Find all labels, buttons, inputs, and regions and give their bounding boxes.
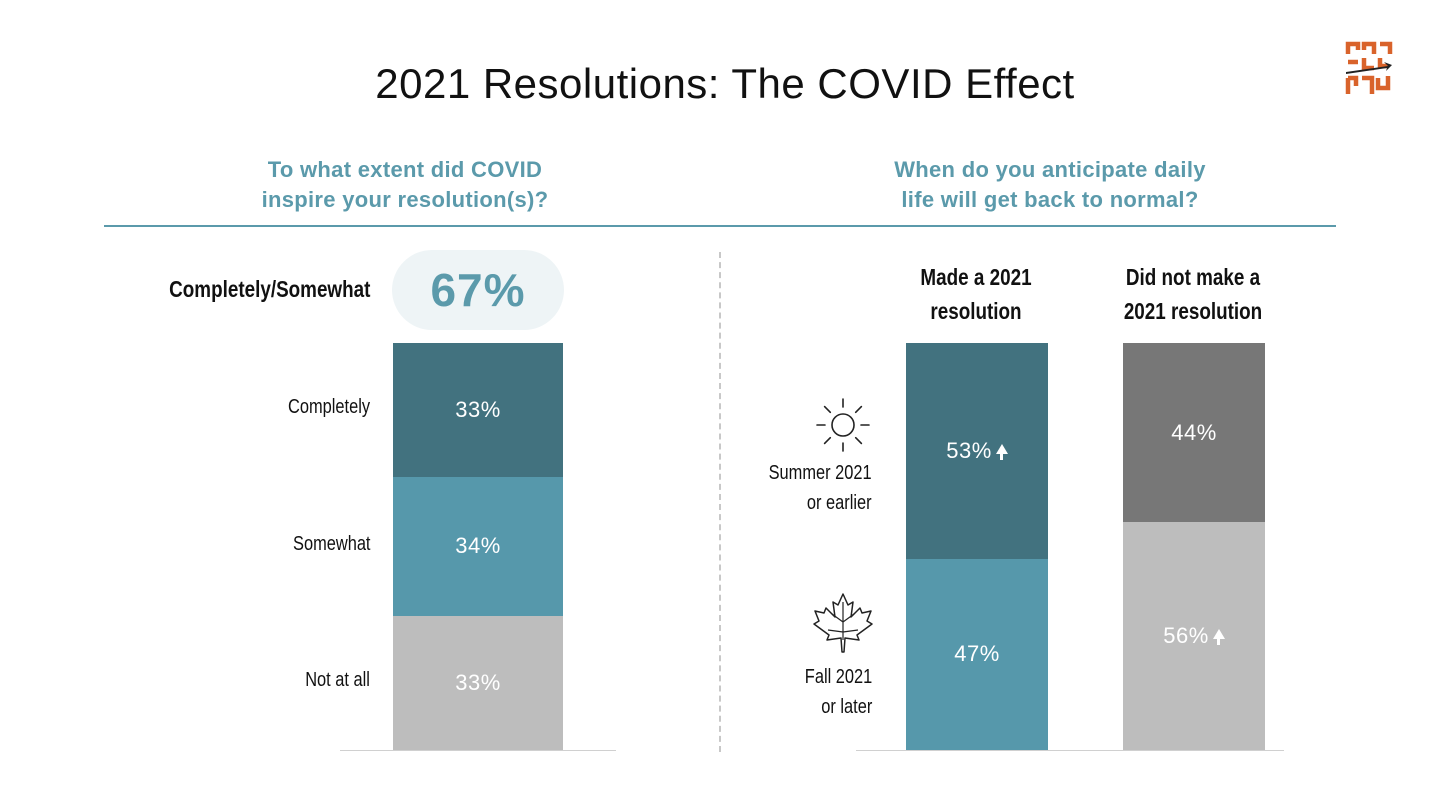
right-column-header: Made a 2021 resolution — [886, 260, 1066, 328]
page-title: 2021 Resolutions: The COVID Effect — [375, 60, 1075, 107]
right-column-header-line: resolution — [930, 298, 1022, 324]
series-label: Fall 2021 or later — [805, 662, 872, 722]
series-label: Summer 2021 or earlier — [769, 458, 872, 518]
summary-label: Completely/Somewhat — [168, 276, 370, 302]
right-question-line-1: When do you anticipate daily — [894, 157, 1206, 182]
left-bar-segment: 33% — [393, 615, 563, 750]
left-bar-category-label: Not at all — [305, 668, 370, 691]
left-bar-value-label: 34% — [455, 533, 501, 559]
left-bar-value-label: 33% — [455, 397, 501, 423]
left-question-line-2: inspire your resolution(s)? — [261, 187, 549, 212]
panel-divider — [719, 252, 721, 752]
maple-leaf-icon — [813, 593, 873, 653]
series-label-line: Fall 2021 — [804, 666, 872, 688]
right-bar-segment: 44% — [1123, 343, 1265, 523]
up-arrow-icon — [1212, 629, 1225, 646]
right-column-header-line: 2021 resolution — [1123, 298, 1263, 324]
series-label-line: Summer 2021 — [768, 462, 872, 484]
right-bar-value-label: 44% — [1171, 419, 1217, 445]
left-bar-value-label: 33% — [455, 669, 501, 695]
up-arrow-icon — [995, 443, 1008, 460]
summary-value-pill: 67% — [392, 250, 564, 330]
left-bar-category-label: Completely — [287, 396, 370, 419]
maze-arrow-logo-icon — [1345, 41, 1393, 94]
right-bar-segment: 53% — [906, 343, 1048, 559]
right-column-header-line: Made a 2021 — [920, 264, 1032, 290]
right-bar-segment: 56% — [1123, 522, 1265, 750]
right-bar-value-label: 53% — [946, 437, 992, 463]
sun-icon — [816, 398, 870, 452]
right-column-header: Did not make a 2021 resolution — [1103, 260, 1283, 328]
left-bar-category-label: Somewhat — [292, 532, 370, 555]
left-chart-baseline — [340, 750, 616, 751]
header-divider — [104, 225, 1336, 227]
left-bar-segment: 34% — [393, 477, 563, 616]
right-question: When do you anticipate daily life will g… — [840, 155, 1260, 215]
series-label-line: or later — [820, 696, 872, 718]
left-bar-segment: 33% — [393, 343, 563, 478]
right-chart-baseline — [856, 750, 1284, 751]
right-bar-value-label: 56% — [1163, 623, 1209, 649]
right-question-line-2: life will get back to normal? — [901, 187, 1199, 212]
right-bar-value-label: 47% — [954, 641, 1000, 667]
left-question: To what extent did COVID inspire your re… — [200, 155, 610, 215]
right-column-header-line: Did not make a — [1125, 264, 1261, 290]
right-bar-segment: 47% — [906, 558, 1048, 750]
left-question-line-1: To what extent did COVID — [267, 157, 543, 182]
series-label-line: or earlier — [807, 492, 872, 514]
